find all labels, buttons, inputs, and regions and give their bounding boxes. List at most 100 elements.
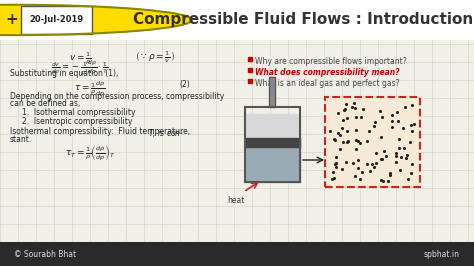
Point	[342, 160, 349, 164]
Point	[392, 151, 400, 155]
Point	[373, 151, 380, 155]
Point	[358, 170, 365, 174]
Point	[330, 137, 338, 141]
Point	[400, 126, 407, 130]
Point	[353, 138, 360, 143]
Point	[335, 111, 342, 115]
Point	[328, 177, 336, 182]
Point	[336, 132, 344, 137]
Bar	[245, 107, 300, 182]
Point	[368, 162, 376, 166]
FancyBboxPatch shape	[21, 6, 92, 34]
Point	[363, 161, 371, 166]
Text: 2.  Isentropic compressibility: 2. Isentropic compressibility	[22, 117, 132, 126]
Text: can be defined as,: can be defined as,	[10, 99, 81, 108]
Text: heat: heat	[227, 196, 245, 205]
Bar	[245, 141, 300, 182]
Point	[332, 162, 339, 166]
Point	[383, 154, 390, 158]
Point	[409, 103, 416, 107]
Point	[388, 124, 396, 129]
Text: Substituting in equation (1),: Substituting in equation (1),	[10, 69, 118, 78]
Point	[348, 104, 356, 109]
Point	[339, 140, 347, 145]
Text: 1.  Isothermal compressibility: 1. Isothermal compressibility	[22, 108, 136, 117]
Text: $T$, is con-: $T$, is con-	[148, 127, 184, 139]
Bar	[245, 114, 300, 141]
Point	[333, 161, 340, 165]
Point	[354, 166, 362, 170]
Point	[329, 170, 337, 174]
Point	[388, 119, 396, 123]
Text: (2): (2)	[180, 80, 191, 89]
Point	[364, 139, 371, 143]
Point	[343, 129, 351, 134]
Point	[338, 167, 346, 171]
Point	[407, 171, 414, 175]
Point	[337, 147, 344, 151]
Point	[366, 169, 374, 173]
Point	[356, 141, 364, 145]
Point	[332, 155, 339, 159]
Point	[331, 138, 339, 142]
Circle shape	[0, 5, 192, 35]
Point	[354, 157, 362, 162]
Point	[342, 102, 349, 106]
Point	[334, 131, 341, 135]
Point	[381, 149, 388, 153]
Text: Why are compressible flows important?: Why are compressible flows important?	[255, 57, 407, 66]
Point	[339, 118, 347, 122]
Point	[351, 105, 359, 110]
Point	[373, 160, 380, 165]
Bar	[270, 77, 275, 107]
Point	[377, 178, 385, 182]
Point	[377, 135, 385, 139]
Point	[402, 156, 410, 160]
Text: Isothermal compressibility:  Fluid temperature,: Isothermal compressibility: Fluid temper…	[10, 127, 192, 136]
Point	[342, 107, 349, 111]
Point	[327, 129, 334, 134]
Point	[356, 177, 364, 181]
Point	[343, 140, 350, 144]
Point	[343, 115, 351, 120]
Text: $v = \frac{1}{\rho}$: $v = \frac{1}{\rho}$	[69, 50, 91, 66]
Point	[409, 129, 416, 133]
Point	[384, 179, 392, 184]
Point	[352, 147, 360, 151]
Point	[395, 146, 402, 150]
Point	[353, 128, 360, 132]
Point	[408, 162, 416, 166]
Point	[352, 114, 360, 119]
Text: Depending on the compression process, compressibility: Depending on the compression process, co…	[10, 92, 224, 101]
Point	[379, 178, 387, 183]
Point	[355, 139, 362, 143]
Text: 20-Jul-2019: 20-Jul-2019	[30, 15, 84, 24]
Text: $\tau_T = \frac{1}{\rho}\left(\frac{d\rho}{dp}\right)_T$: $\tau_T = \frac{1}{\rho}\left(\frac{d\rh…	[65, 144, 115, 163]
Point	[401, 105, 409, 109]
Text: What is an ideal gas and perfect gas?: What is an ideal gas and perfect gas?	[255, 79, 400, 88]
Point	[407, 123, 415, 127]
Point	[377, 157, 384, 161]
Point	[371, 119, 378, 124]
Text: spbhat.in: spbhat.in	[424, 250, 460, 259]
Point	[365, 129, 373, 134]
Point	[378, 157, 386, 161]
Point	[405, 177, 412, 181]
Point	[403, 153, 411, 157]
Point	[359, 107, 367, 111]
Point	[397, 168, 404, 173]
Point	[386, 173, 394, 177]
Point	[370, 165, 377, 169]
Point	[406, 140, 414, 144]
Point	[392, 154, 400, 159]
Point	[357, 115, 365, 119]
Point	[386, 171, 394, 176]
Text: $\left(\because \rho = \frac{1}{v}\right)$: $\left(\because \rho = \frac{1}{v}\right…	[135, 50, 175, 65]
Point	[332, 165, 340, 169]
Point	[395, 137, 403, 141]
Point	[388, 113, 396, 117]
Text: © Sourabh Bhat: © Sourabh Bhat	[14, 250, 76, 259]
Point	[338, 126, 346, 130]
Bar	[325, 97, 420, 187]
Text: Compressible Fluid Flows : Introduction: Compressible Fluid Flows : Introduction	[133, 12, 473, 27]
